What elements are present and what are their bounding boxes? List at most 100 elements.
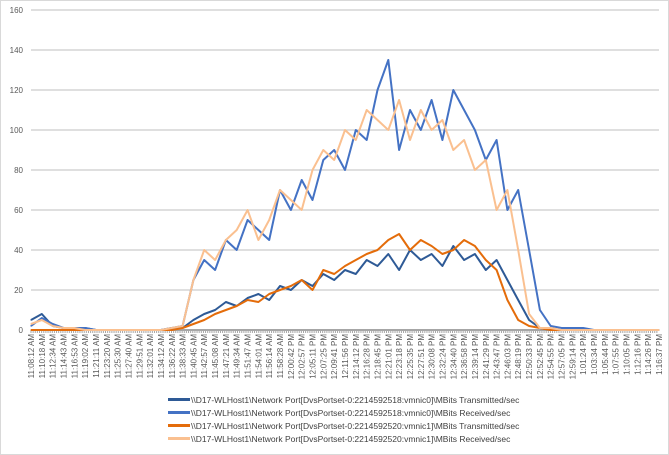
x-tick-label: 1:10:05 PM — [623, 334, 632, 375]
data-point — [560, 329, 563, 331]
x-tick-label: 12:07:25 PM — [319, 334, 328, 380]
data-point — [474, 245, 476, 247]
data-point — [625, 329, 628, 331]
x-tick-label: 12:11:56 PM — [341, 334, 350, 379]
data-point — [268, 239, 270, 241]
data-point — [344, 129, 346, 131]
data-point — [41, 317, 43, 319]
series-line-0 — [30, 245, 659, 331]
data-point — [236, 249, 238, 251]
data-point — [171, 329, 173, 331]
data-point — [485, 259, 487, 261]
x-tick-label: 1:07:55 PM — [612, 334, 621, 375]
x-tick-label: 12:02:57 PM — [298, 334, 307, 380]
data-point — [463, 139, 465, 141]
data-point — [452, 245, 454, 247]
data-point — [539, 327, 541, 329]
x-tick-label: 12:39:14 PM — [471, 334, 480, 380]
data-point — [409, 109, 411, 111]
data-point — [311, 199, 314, 201]
legend-swatch — [168, 398, 190, 401]
data-point — [528, 325, 530, 327]
data-point — [333, 279, 335, 281]
data-point — [593, 329, 595, 331]
data-point — [366, 253, 368, 255]
data-point — [539, 309, 541, 311]
x-tick-label: 11:16:53 AM — [70, 334, 79, 379]
legend-item: \\D17-WLHost1\Network Port[DvsPortset-0:… — [168, 406, 519, 419]
data-point — [257, 293, 259, 295]
data-point — [506, 279, 509, 281]
data-point — [474, 169, 476, 171]
x-tick-label: 1:05:44 PM — [601, 334, 610, 375]
legend-swatch — [168, 424, 190, 427]
data-point — [333, 273, 335, 275]
data-point — [268, 293, 270, 295]
y-tick-label: 160 — [10, 6, 24, 15]
data-point — [149, 329, 151, 331]
data-point — [214, 259, 216, 261]
data-point — [615, 329, 617, 331]
data-point — [95, 329, 97, 331]
data-point — [311, 285, 314, 287]
data-point — [420, 259, 422, 261]
x-tick-label: 1:12:16 PM — [633, 334, 642, 375]
x-tick-label: 11:29:51 AM — [135, 334, 144, 379]
data-point — [214, 313, 216, 315]
data-point — [387, 253, 389, 255]
data-point — [301, 279, 303, 281]
x-tick-label: 12:00:42 PM — [287, 334, 296, 380]
data-point — [333, 159, 335, 161]
data-point — [355, 259, 357, 261]
data-point — [279, 285, 281, 287]
data-point — [52, 323, 54, 325]
y-tick-label: 60 — [14, 206, 23, 215]
data-point — [398, 269, 400, 271]
data-point — [127, 329, 130, 331]
data-point — [376, 265, 379, 267]
y-tick-label: 80 — [14, 166, 23, 175]
x-tick-label: 12:57:05 PM — [558, 334, 567, 380]
data-point — [192, 319, 195, 321]
x-tick-label: 12:48:19 PM — [514, 334, 523, 380]
data-point — [30, 319, 32, 321]
data-point — [560, 327, 563, 329]
data-point — [495, 139, 498, 141]
x-tick-label: 11:51:47 AM — [244, 334, 253, 379]
data-point — [474, 129, 476, 131]
y-tick-label: 40 — [14, 246, 23, 255]
data-point — [225, 239, 227, 241]
x-tick-label: 12:27:51 PM — [417, 334, 426, 380]
x-tick-label: 1:14:26 PM — [644, 334, 653, 375]
data-point — [30, 329, 32, 331]
legend-item: \\D17-WLHost1\Network Port[DvsPortset-0:… — [168, 419, 519, 432]
data-point — [344, 169, 346, 171]
data-point — [203, 249, 205, 251]
data-point — [192, 279, 195, 281]
data-point — [398, 149, 400, 151]
x-tick-label: 11:08:12 AM — [27, 334, 36, 379]
data-point — [506, 189, 509, 191]
data-point — [517, 249, 519, 251]
x-tick-label: 12:52:45 PM — [536, 334, 545, 380]
x-tick-label: 11:12:34 AM — [49, 334, 58, 379]
x-tick-label: 11:58:28 AM — [276, 334, 285, 379]
x-tick-label: 1:01:24 PM — [579, 334, 588, 375]
data-point — [495, 209, 498, 211]
data-point — [571, 327, 573, 329]
data-point — [528, 249, 530, 251]
data-point — [203, 313, 205, 315]
data-point — [550, 325, 552, 327]
y-tick-label: 0 — [19, 326, 24, 335]
data-point — [41, 313, 43, 315]
data-point — [279, 189, 281, 191]
data-point — [463, 239, 465, 241]
data-point — [117, 329, 119, 331]
x-tick-label: 12:30:08 PM — [428, 334, 437, 380]
x-tick-label: 12:18:45 PM — [373, 334, 382, 380]
data-point — [73, 329, 75, 331]
x-tick-label: 11:54:01 AM — [254, 334, 263, 379]
legend-item: \\D17-WLHost1\Network Port[DvsPortset-0:… — [168, 393, 519, 406]
legend-label: \\D17-WLHost1\Network Port[DvsPortset-0:… — [191, 420, 520, 431]
x-tick-label: 12:32:24 PM — [438, 334, 447, 380]
